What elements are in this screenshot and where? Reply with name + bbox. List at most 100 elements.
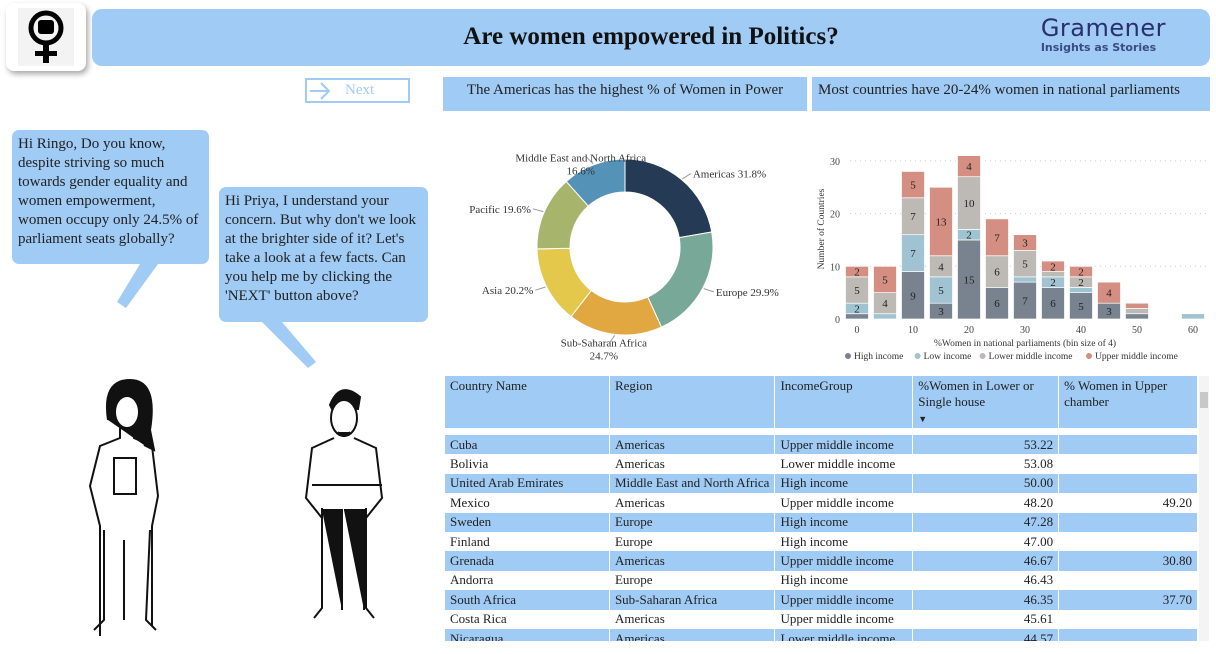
speech-bubble-ringo: Hi Priya, I understand your concern. But…: [219, 187, 428, 322]
data-label: 2: [1050, 261, 1056, 273]
table-cell: South Africa: [445, 590, 610, 610]
table-row[interactable]: United Arab Emirates Middle East and Nort…: [445, 473, 1198, 494]
table-cell: Europe: [609, 512, 776, 532]
bar-segment[interactable]: [1013, 276, 1037, 283]
data-label: 5: [910, 180, 916, 192]
y-axis-label: Number of Countries: [816, 188, 827, 269]
bar-segment[interactable]: [1069, 265, 1093, 278]
data-label: 2: [1050, 277, 1056, 289]
brand-logo: Gramener Insights as Stories: [1040, 14, 1166, 54]
table-cell: United Arab Emirates: [445, 473, 610, 494]
table-row[interactable]: Grenada Americas Upper middle income 46.67 3…: [445, 551, 1198, 571]
data-label: 2: [854, 303, 860, 315]
table-cell: Americas: [609, 551, 776, 571]
table-row[interactable]: Bolivia Americas Lower middle income 53.08: [445, 454, 1198, 474]
scrollbar-thumb[interactable]: [1200, 392, 1208, 408]
table-row[interactable]: Sweden Europe High income 47.28: [445, 512, 1198, 532]
table-cell: 50.00: [912, 473, 1060, 494]
man-figure: [304, 389, 384, 619]
data-label: 9: [910, 290, 916, 302]
table-row[interactable]: Cuba Americas Upper middle income 53.22: [445, 435, 1198, 455]
legend-item[interactable]: Lower middle income: [989, 352, 1073, 362]
x-tick-label: 40: [1076, 325, 1086, 336]
next-label: Next: [345, 82, 375, 98]
table-cell: Bolivia: [445, 454, 610, 474]
x-axis-label: %Women in national parliaments (bin size…: [934, 338, 1116, 349]
data-label: 3: [1022, 238, 1028, 250]
bar-segment[interactable]: [1125, 313, 1149, 320]
bar-segment[interactable]: [845, 265, 869, 278]
legend-marker: [1086, 353, 1092, 359]
logo: [6, 3, 86, 71]
leader-line: [609, 335, 616, 343]
bar-segment[interactable]: [1125, 308, 1149, 315]
table-cell: 49.20: [1058, 493, 1198, 513]
table-row[interactable]: Costa Rica Americas Upper middle income 45.…: [445, 609, 1198, 629]
data-label: 4: [1106, 288, 1112, 300]
table-scrollbar[interactable]: [1199, 376, 1209, 641]
bar-segment[interactable]: [901, 171, 925, 199]
page-title: Are women empowered in Politics?: [463, 23, 839, 50]
table-cell: Andorra: [445, 570, 610, 591]
bar-segment[interactable]: [1097, 281, 1121, 304]
column-header-region[interactable]: Region: [609, 376, 776, 428]
next-button[interactable]: Next: [305, 78, 410, 103]
histogram-insight: Most countries have 20-24% women in nati…: [812, 77, 1210, 111]
legend-item[interactable]: Low income: [924, 352, 972, 362]
slice-label: Sub-Saharan Africa: [561, 337, 648, 349]
data-label: 10: [964, 198, 976, 210]
table-cell: Americas: [609, 609, 776, 629]
table-cell: High income: [774, 512, 914, 532]
bar-segment[interactable]: [985, 218, 1009, 257]
bar-segment[interactable]: [873, 313, 897, 320]
data-label: 4: [966, 161, 972, 173]
data-label: 2: [1078, 277, 1084, 289]
legend-item[interactable]: High income: [854, 352, 903, 362]
bubble-tail: [262, 322, 316, 368]
legend-item[interactable]: Upper middle income: [1095, 352, 1178, 362]
table-cell: 46.43: [912, 570, 1060, 591]
data-label: 13: [936, 217, 948, 229]
slice-label: 16.6%: [567, 165, 595, 177]
table-cell: Grenada: [445, 551, 610, 571]
table-cell: 47.28: [912, 512, 1060, 532]
bar-segment[interactable]: [957, 155, 981, 178]
table-cell: Cuba: [445, 435, 610, 455]
table-cell: Costa Rica: [445, 609, 610, 629]
characters: [88, 264, 384, 636]
table-row[interactable]: Nicaragua Americas Lower middle income 44.5…: [445, 628, 1198, 641]
slice-label: Middle East and North Africa: [515, 152, 646, 164]
table-cell: 37.70: [1058, 590, 1198, 610]
column-header-lower-house[interactable]: %Women in Lower or Single house ▼: [912, 376, 1060, 428]
table-row[interactable]: Finland Europe High income 47.00: [445, 531, 1198, 552]
table-row[interactable]: South Africa Sub-Saharan Africa Upper midd…: [445, 590, 1198, 610]
table-cell: Middle East and North Africa: [609, 473, 776, 494]
bar-segment[interactable]: [1125, 302, 1149, 309]
woman-figure: [88, 378, 160, 636]
sort-desc-icon: ▼: [918, 414, 928, 424]
column-header-upper-chamber[interactable]: % Women in Upper chamber: [1058, 376, 1198, 428]
column-header-country[interactable]: Country Name: [445, 376, 610, 428]
table-cell: 46.67: [912, 551, 1060, 571]
bar-segment[interactable]: [873, 265, 897, 294]
table-cell: Americas: [609, 628, 776, 641]
donut-slice[interactable]: [565, 158, 626, 207]
column-header-income[interactable]: IncomeGroup: [774, 376, 914, 428]
bar-segment[interactable]: [1181, 313, 1205, 320]
table-row[interactable]: Andorra Europe High income 46.43: [445, 570, 1198, 591]
table-cell: Sweden: [445, 512, 610, 532]
slice-label: Asia 20.2%: [482, 285, 533, 297]
bar-segment[interactable]: [1041, 260, 1065, 272]
donut-slice[interactable]: [647, 231, 714, 328]
data-label: 4: [938, 261, 944, 273]
table-cell: Americas: [609, 493, 776, 513]
table-cell: [1058, 512, 1198, 532]
table-row[interactable]: Mexico Americas Upper middle income 48.20 49…: [445, 493, 1198, 513]
bar-segment[interactable]: [1013, 234, 1037, 251]
bar-segment[interactable]: [929, 186, 953, 257]
table-cell: 30.80: [1058, 551, 1198, 571]
data-label: 3: [1106, 306, 1112, 318]
table-cell: Europe: [609, 531, 776, 552]
data-label: 6: [994, 267, 1000, 279]
table-cell: [1058, 609, 1198, 629]
